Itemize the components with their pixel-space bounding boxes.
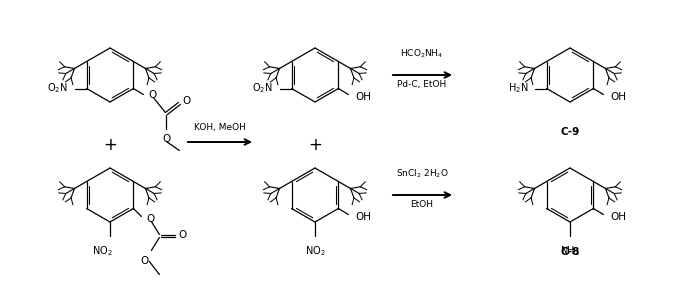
Text: NO$_2$: NO$_2$	[305, 244, 325, 258]
Text: EtOH: EtOH	[410, 200, 433, 209]
Text: Pd-C, EtOH: Pd-C, EtOH	[397, 80, 447, 89]
Text: KOH, MeOH: KOH, MeOH	[194, 123, 246, 132]
Text: C-8: C-8	[561, 247, 579, 257]
Text: O$_2$N: O$_2$N	[47, 82, 68, 95]
Text: OH: OH	[610, 211, 626, 222]
Text: NO$_2$: NO$_2$	[92, 244, 113, 258]
Text: O: O	[146, 213, 154, 224]
Text: +: +	[103, 136, 117, 154]
Text: OH: OH	[610, 91, 626, 102]
Text: NH$_2$: NH$_2$	[560, 244, 580, 258]
Text: SnCl$_2$ 2H$_2$O: SnCl$_2$ 2H$_2$O	[396, 168, 448, 180]
Text: H$_2$N: H$_2$N	[508, 82, 528, 95]
Text: O: O	[182, 97, 191, 106]
Text: O: O	[178, 230, 187, 241]
Text: O$_2$N: O$_2$N	[252, 82, 273, 95]
Text: O: O	[140, 256, 148, 267]
Text: +: +	[308, 136, 322, 154]
Text: OH: OH	[355, 91, 371, 102]
Text: HCO$_2$NH$_4$: HCO$_2$NH$_4$	[401, 48, 444, 60]
Text: OH: OH	[355, 211, 371, 222]
Text: C-9: C-9	[561, 127, 579, 137]
Text: O: O	[148, 91, 157, 100]
Text: O: O	[162, 134, 171, 145]
